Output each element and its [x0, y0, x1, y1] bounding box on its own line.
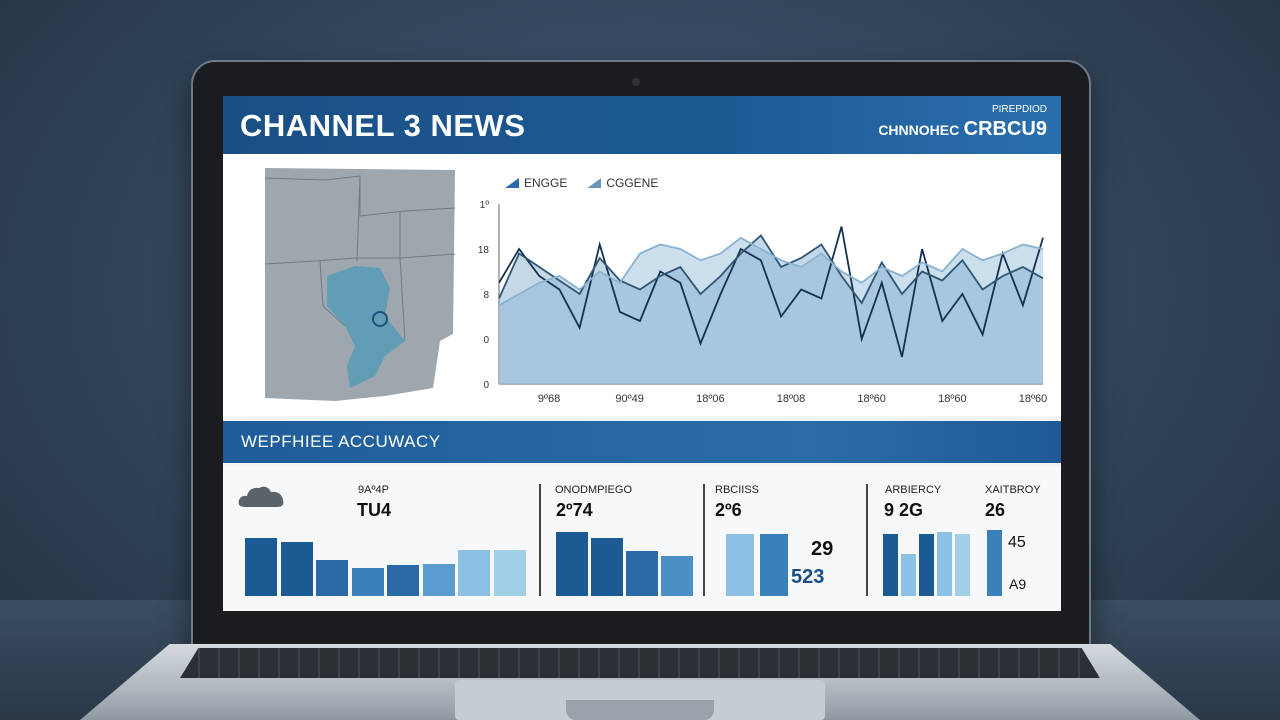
- stat-label: ARBIERCY: [885, 484, 942, 496]
- stat-value: 26: [985, 500, 1006, 520]
- y-tick-label: 18: [478, 245, 490, 256]
- y-tick-label: 0: [483, 380, 489, 391]
- stat-bar: [919, 534, 934, 596]
- stat-value: 2º74: [556, 500, 593, 520]
- x-tick-label: 18º60: [938, 393, 967, 405]
- stat-bar: [458, 550, 490, 596]
- stat-label: 9Aº4P: [358, 484, 389, 496]
- y-tick-label: 1º: [480, 200, 490, 211]
- x-tick-label: 18º60: [1019, 393, 1048, 405]
- stat-label: XAITBROY: [985, 484, 1041, 496]
- stat-bar: [760, 534, 788, 596]
- legend-item: CGGENE: [587, 176, 658, 190]
- stat-bar: [901, 554, 916, 596]
- divider: [539, 484, 541, 596]
- series-area: [499, 235, 1043, 384]
- stat-overlay-top: 29: [811, 538, 834, 560]
- stat-bar: [316, 560, 348, 596]
- stat-value: 9 2G: [884, 500, 924, 520]
- section-title: WEPFHIEE ACCUWACY: [241, 432, 441, 451]
- stat-bar: [245, 538, 277, 596]
- section-bar: WEPFHIEE ACCUWACY: [223, 421, 1061, 463]
- legend-label: ENGGE: [524, 176, 568, 190]
- series-area: [499, 237, 1043, 384]
- x-tick-label: 9º68: [538, 393, 560, 405]
- legend-swatch-icon: [505, 178, 519, 188]
- stat-label: RBCIISS: [715, 484, 760, 496]
- map-boundary: [265, 253, 455, 265]
- series-line: [498, 226, 1044, 358]
- stat-bar: [351, 568, 384, 596]
- location-circle-icon: [372, 311, 388, 327]
- dashboard-screen: CHANNEL 3 NEWS PIREPDIOD CHNNOHEC CRBCU9…: [223, 96, 1061, 611]
- stat-bar: [883, 534, 898, 596]
- y-tick-label: 0: [483, 335, 489, 346]
- header-brand-primary: CHNNOHEC: [878, 122, 960, 138]
- x-tick-label: 18º06: [696, 393, 725, 405]
- chart-plot: 1º 18 8 0 0 9º68 90º49 18º06 18º08 18º60 18º60 18º6…: [478, 200, 1048, 405]
- cloud-icon: [238, 486, 284, 507]
- legend-label: CGGENE: [606, 176, 659, 190]
- stat-bar: [726, 534, 754, 596]
- series-line: [498, 234, 1044, 305]
- stat-side-bottom: A9: [1009, 576, 1027, 592]
- line-chart: ENGGE CGGENE 1º 18 8 0 0 9º68 90º49 18º06 18º08 1…: [463, 162, 1053, 412]
- stat-bar: [987, 530, 1002, 596]
- map-boundary: [319, 260, 346, 327]
- divider: [866, 484, 868, 596]
- stat-value: 2º6: [715, 500, 742, 520]
- stat-bar: [591, 538, 623, 596]
- stat-overlay-bottom: 523: [791, 566, 825, 588]
- header-subtitle: PIREPDIOD: [991, 104, 1047, 115]
- chart-legend: ENGGE CGGENE: [505, 176, 658, 190]
- map-boundary: [399, 211, 406, 342]
- stat-value: TU4: [357, 500, 392, 520]
- stat-bar: [955, 534, 970, 596]
- stats-panel: 9Aº4P TU4 ONODMPIEGO 2º74 RBCIISS 2º6 29…: [223, 466, 1061, 611]
- stat-side-top: 45: [1008, 534, 1026, 551]
- header-brand: PIREPDIOD CHNNOHEC CRBCU9: [878, 104, 1047, 141]
- region-map[interactable]: [265, 166, 455, 401]
- stat-bar: [661, 556, 693, 596]
- x-tick-label: 18º60: [857, 393, 886, 405]
- legend-swatch-icon: [587, 178, 602, 188]
- x-tick-label: 18º08: [777, 393, 806, 405]
- map-highlight-region: [327, 266, 405, 388]
- stat-label: ONODMPIEGO: [555, 484, 633, 496]
- stat-bar: [422, 564, 455, 596]
- top-panel: ENGGE CGGENE 1º 18 8 0 0 9º68 90º49 18º06 18º08 1…: [223, 154, 1061, 416]
- legend-item: ENGGE: [505, 176, 567, 190]
- stat-bar: [493, 550, 526, 596]
- x-tick-label: 90º49: [615, 393, 644, 405]
- stat-bar: [937, 532, 952, 596]
- stat-bar: [626, 551, 658, 596]
- stat-bar: [556, 532, 588, 596]
- header-brand-secondary: CRBCU9: [963, 118, 1047, 140]
- webcam-icon: [632, 78, 640, 86]
- keyboard: [180, 648, 1100, 678]
- series-line: [498, 236, 1044, 307]
- header-bar: CHANNEL 3 NEWS PIREPDIOD CHNNOHEC CRBCU9: [223, 96, 1061, 154]
- stat-bar: [387, 565, 419, 596]
- divider: [703, 484, 705, 596]
- laptop-hinge: [566, 700, 714, 720]
- stat-bar: [280, 542, 313, 596]
- y-tick-label: 8: [483, 290, 489, 301]
- map-boundary: [356, 175, 361, 262]
- page-title: CHANNEL 3 NEWS: [240, 108, 526, 143]
- map-boundary: [265, 175, 455, 217]
